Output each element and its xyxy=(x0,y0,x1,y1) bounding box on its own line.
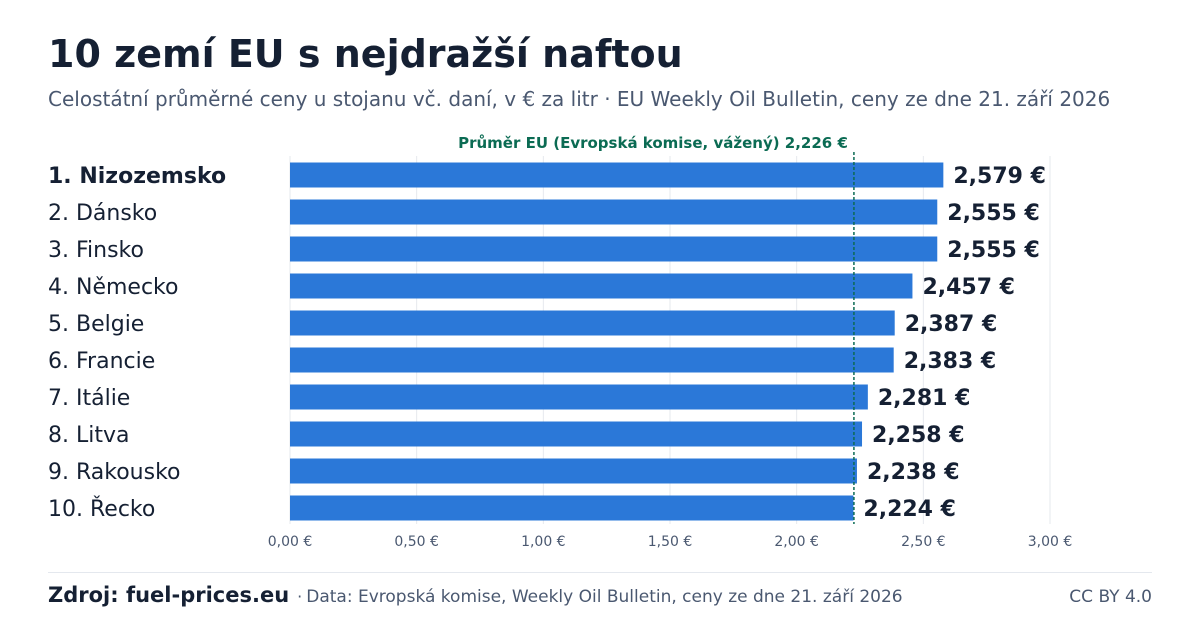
value-label: 2,579 € xyxy=(953,164,1046,189)
category-label: 3. Finsko xyxy=(48,238,144,263)
bar xyxy=(290,421,863,447)
category-label: 7. Itálie xyxy=(48,386,130,411)
bar xyxy=(290,199,938,225)
bar xyxy=(290,162,944,188)
value-label: 2,281 € xyxy=(878,386,971,411)
value-label: 2,555 € xyxy=(947,238,1040,263)
category-label: 10. Řecko xyxy=(48,496,155,522)
value-label: 2,555 € xyxy=(947,201,1040,226)
footer-source: Zdroj: fuel-prices.eu · Data: Evropská kom… xyxy=(48,583,903,607)
bar xyxy=(290,236,938,262)
value-label: 2,457 € xyxy=(922,275,1015,300)
category-label: 1. Nizozemsko xyxy=(48,164,226,189)
category-label: 6. Francie xyxy=(48,349,155,374)
x-tick-label: 0,50 € xyxy=(394,534,439,550)
license-label[interactable]: CC BY 4.0 xyxy=(1069,587,1152,607)
category-label: 5. Belgie xyxy=(48,312,144,337)
bar-chart: 0,00 € 0,50 € 1,00 € 1,50 € 2,00 € 2,50 € 3,00… xyxy=(48,134,1073,550)
x-tick-label: 2,00 € xyxy=(774,534,819,550)
value-label: 2,258 € xyxy=(872,423,965,448)
x-tick-label: 1,50 € xyxy=(648,534,693,550)
average-label: Průměr EU (Evropská komise, vážený) 2,22… xyxy=(458,134,848,152)
bar xyxy=(290,458,857,484)
bar xyxy=(290,273,913,299)
bar xyxy=(290,384,868,410)
x-tick-label: 1,00 € xyxy=(521,534,566,550)
category-label: 9. Rakousko xyxy=(48,460,181,485)
category-label: 2. Dánsko xyxy=(48,201,157,226)
value-label: 2,383 € xyxy=(904,349,997,374)
category-label: 8. Litva xyxy=(48,423,129,448)
value-label: 2,224 € xyxy=(863,497,956,522)
category-label: 4. Německo xyxy=(48,275,178,300)
value-label: 2,238 € xyxy=(867,460,960,485)
chart-subtitle: Celostátní průměrné ceny u stojanu vč. d… xyxy=(48,87,1111,111)
x-tick-label: 3,00 € xyxy=(1028,534,1073,550)
chart-title: 10 zemí EU s nejdražší naftou xyxy=(48,32,683,76)
bar xyxy=(290,347,894,373)
bar xyxy=(290,310,895,336)
footer-separator: · xyxy=(297,587,303,606)
data-note: Data: Evropská komise, Weekly Oil Bullet… xyxy=(306,587,903,607)
bar xyxy=(290,495,854,521)
footer: Zdroj: fuel-prices.eu · Data: Evropská kom… xyxy=(48,572,1152,607)
source-link[interactable]: Zdroj: fuel-prices.eu xyxy=(48,583,290,607)
value-label: 2,387 € xyxy=(905,312,998,337)
x-tick-label: 0,00 € xyxy=(268,534,313,550)
x-tick-label: 2,50 € xyxy=(901,534,946,550)
